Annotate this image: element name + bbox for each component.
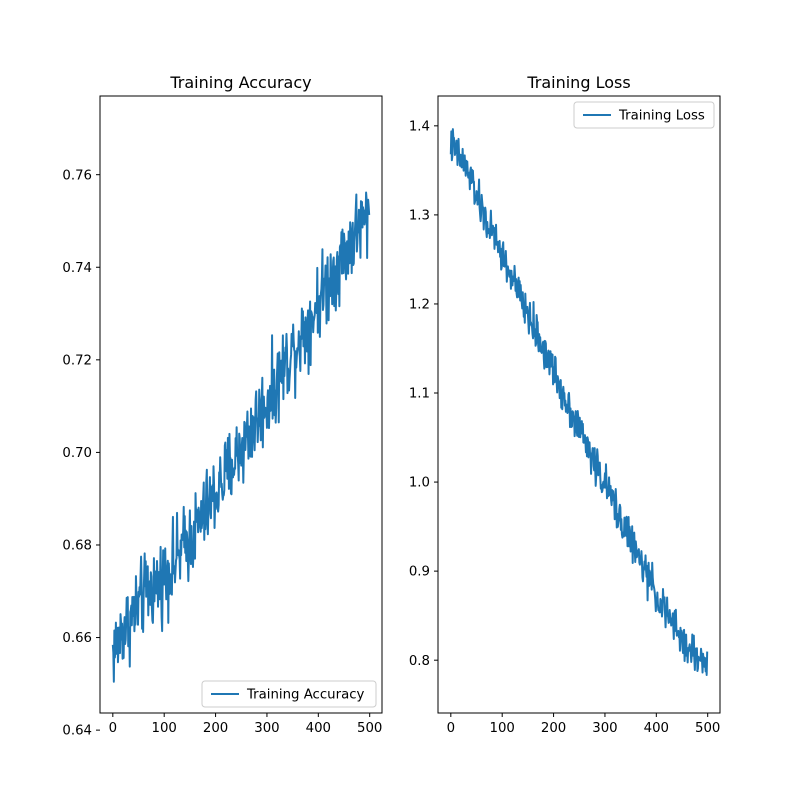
x-tick-label-accuracy-2: 200 [203,721,228,736]
y-tick-label-accuracy-4: 0.72 [62,353,92,368]
x-tick-label-accuracy-4: 400 [306,721,331,736]
legend-box-loss [573,101,715,129]
panel-loss: Training Loss 0 100 200 300 400 500 0.8 0.9 1.0 1… [409,73,721,736]
series-line-accuracy [111,191,371,683]
x-tick-label-loss-0: 0 [447,721,455,736]
y-tick-label-loss-0: 0.8 [409,654,430,669]
y-tick-label-accuracy-6: 0.76 [62,168,92,183]
x-tick-label-loss-4: 400 [644,721,669,736]
x-tick-label-accuracy-3: 300 [254,721,279,736]
x-tick-label-loss-1: 100 [489,721,514,736]
x-tick-label-accuracy-1: 100 [151,721,176,736]
y-tick-label-accuracy-2: 0.68 [62,539,92,554]
y-tick-label-accuracy-0: 0.64 [62,724,92,739]
chart-title-accuracy: Training Accuracy [169,73,311,92]
y-tick-label-loss-4: 1.2 [409,298,430,313]
x-tick-label-loss-5: 500 [695,721,720,736]
axes-frame-accuracy [99,95,383,714]
legend-box-accuracy [201,680,377,708]
y-tick-label-accuracy-5: 0.74 [62,261,92,276]
x-tick-label-accuracy-5: 500 [357,721,382,736]
series-line-loss [449,128,709,676]
x-tick-label-loss-3: 300 [592,721,617,736]
x-tick-label-accuracy-0: 0 [109,721,117,736]
legend-label-accuracy: Training Accuracy [246,688,365,703]
y-tick-label-accuracy-3: 0.70 [62,446,92,461]
x-tick-label-loss-2: 200 [541,721,566,736]
axes-frame-loss [437,95,721,714]
y-tick-label-loss-3: 1.1 [409,387,430,402]
y-tick-label-loss-2: 1.0 [409,476,430,491]
y-tick-label-loss-6: 1.4 [409,119,430,134]
y-tick-label-loss-5: 1.3 [409,208,430,223]
chart-title-loss: Training Loss [526,73,630,92]
y-tick-label-loss-1: 0.9 [409,565,430,580]
panel-accuracy: Training Accuracy 0 100 200 300 400 500 0.64 0.… [62,73,383,739]
y-tick-label-accuracy-1: 0.66 [62,631,92,646]
legend-label-loss: Training Loss [618,109,705,124]
